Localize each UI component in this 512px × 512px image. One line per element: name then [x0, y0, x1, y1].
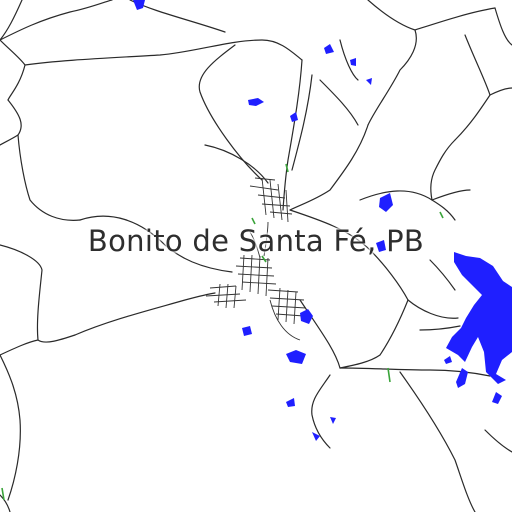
water-body [300, 309, 313, 324]
green-area [387, 367, 391, 383]
green-area [1, 487, 5, 501]
water-body [312, 432, 320, 441]
street [249, 221, 269, 259]
road [24, 39, 303, 66]
water-body [376, 240, 386, 252]
water-body [366, 78, 372, 85]
green-area [285, 163, 289, 173]
road [311, 374, 331, 449]
road [282, 59, 303, 211]
road [414, 7, 496, 31]
street [241, 254, 269, 297]
road [339, 367, 491, 377]
road [484, 429, 512, 453]
town-streets [205, 177, 307, 341]
water-body [286, 350, 306, 364]
water-bodies [133, 0, 512, 441]
road [489, 87, 512, 96]
road [0, 354, 21, 501]
road [494, 7, 512, 46]
road [339, 299, 409, 369]
road [79, 215, 233, 273]
water-body [324, 44, 334, 54]
water-body [456, 368, 468, 388]
road [359, 190, 456, 221]
road [0, 0, 113, 41]
street [277, 287, 297, 325]
road [407, 299, 459, 319]
street [261, 177, 289, 223]
road [291, 74, 313, 171]
place-label: Bonito de Santa Fé, PB [87, 224, 425, 258]
street [217, 283, 237, 309]
water-body [379, 193, 393, 212]
road [319, 79, 359, 126]
road [0, 39, 26, 101]
water-body [350, 58, 356, 66]
road [204, 144, 269, 184]
road [17, 134, 81, 221]
road [367, 0, 417, 126]
water-body [330, 417, 336, 424]
road [430, 139, 456, 201]
water-body [133, 0, 145, 10]
road [0, 339, 39, 356]
road [129, 0, 226, 33]
green-area [251, 217, 256, 225]
green-area [439, 211, 444, 219]
street [269, 299, 301, 341]
road [0, 494, 11, 512]
water-body [290, 112, 298, 122]
water-body [286, 398, 295, 407]
road [289, 209, 409, 301]
road [289, 124, 369, 211]
road [429, 259, 456, 291]
road [0, 0, 23, 41]
street [235, 257, 277, 285]
water-body [242, 326, 252, 336]
water-body [492, 392, 502, 404]
road [339, 39, 359, 81]
green-area [261, 255, 267, 263]
road [0, 244, 76, 343]
road [74, 292, 216, 336]
road [431, 189, 471, 201]
water-body [444, 356, 452, 364]
street [205, 285, 247, 303]
water-body [248, 98, 264, 106]
road [454, 34, 491, 141]
road [198, 44, 263, 181]
road [399, 371, 476, 512]
water-body [446, 252, 512, 384]
vegetation [1, 163, 444, 501]
road [419, 325, 461, 331]
